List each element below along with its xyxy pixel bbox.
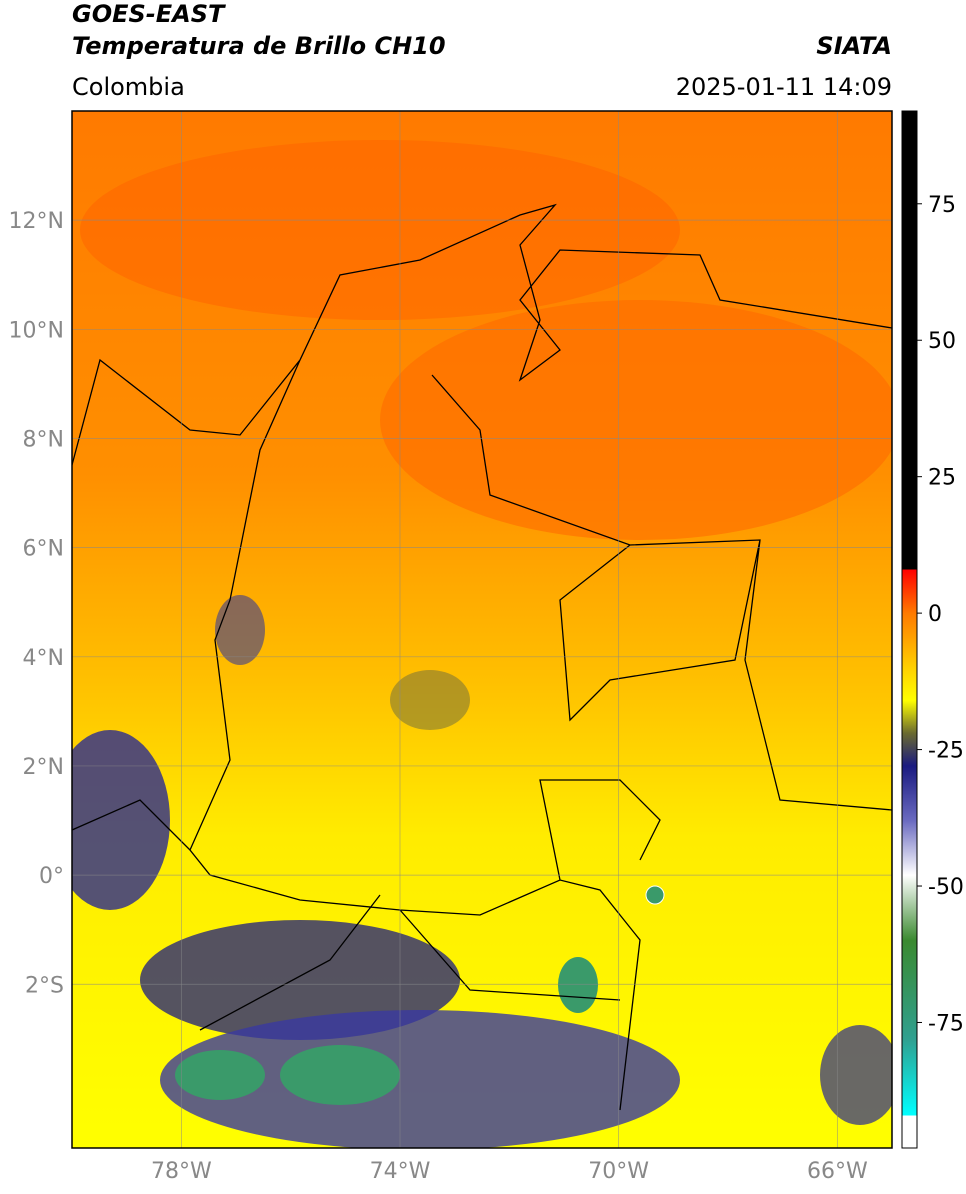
colorbar-tick-label: -50	[928, 875, 964, 900]
y-tick-label: 0°	[39, 864, 64, 889]
colorbar	[901, 110, 918, 1149]
map-frame	[71, 110, 893, 1149]
x-tick-label: 66°W	[807, 1159, 868, 1184]
y-tick-label: 4°N	[23, 646, 64, 671]
title: GOES-EAST	[72, 0, 226, 28]
y-tick-label: 8°N	[23, 427, 64, 452]
colorbar-tick-label: -75	[928, 1011, 964, 1036]
x-tick-label: 70°W	[588, 1159, 649, 1184]
map-image	[72, 111, 892, 1148]
y-tick-label: 2°S	[25, 973, 64, 998]
colorbar-tick-label: 50	[928, 329, 956, 354]
x-tick-label: 74°W	[370, 1159, 431, 1184]
colorbar-tick-label: 25	[928, 466, 956, 491]
region: Colombia	[72, 73, 185, 101]
source: SIATA	[816, 32, 892, 60]
x-tick-label: 78°W	[151, 1159, 212, 1184]
y-tick-label: 2°N	[23, 755, 64, 780]
y-tick-label: 12°N	[9, 209, 64, 234]
colorbar-tick-label: 75	[928, 193, 956, 218]
colorbar-tick-label: 0	[928, 602, 942, 627]
subtitle: Temperatura de Brillo CH10	[72, 32, 446, 60]
y-tick-label: 10°N	[9, 318, 64, 343]
y-tick-label: 6°N	[23, 537, 64, 562]
colorbar-tick-label: -25	[928, 739, 964, 764]
datetime: 2025-01-11 14:09	[676, 73, 892, 101]
